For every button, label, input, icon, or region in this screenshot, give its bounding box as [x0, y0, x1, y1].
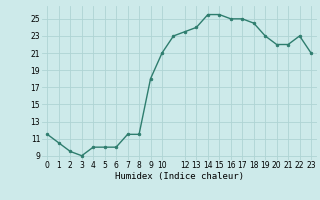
X-axis label: Humidex (Indice chaleur): Humidex (Indice chaleur) [115, 172, 244, 181]
